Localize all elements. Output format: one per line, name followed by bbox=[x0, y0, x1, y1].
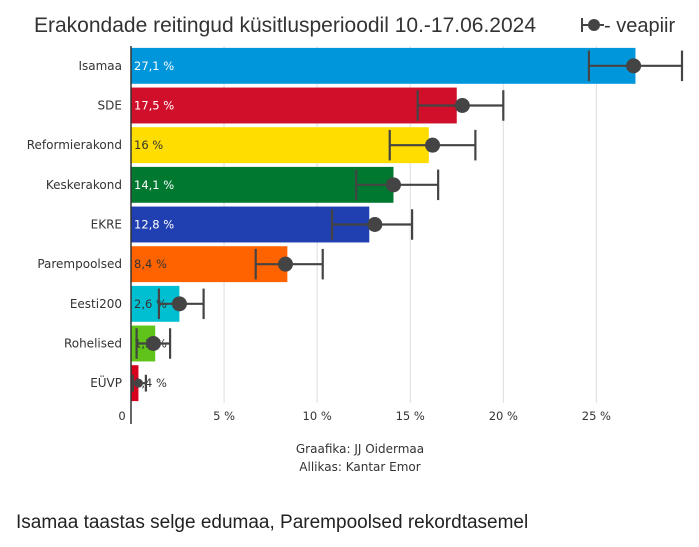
category-label: Reformierakond bbox=[27, 138, 122, 152]
legend-dot-icon bbox=[588, 19, 600, 31]
plot-area: Isamaa SDE Reformierakond Keskerakond EKRE Pa… bbox=[27, 46, 684, 424]
estimate-point bbox=[145, 336, 161, 351]
value-label: 14,1 % bbox=[134, 178, 174, 192]
bar bbox=[131, 87, 457, 124]
category-label: EKRE bbox=[91, 218, 122, 232]
estimate-point bbox=[171, 296, 187, 312]
chart-title: Erakondade reitingud küsitlusperioodil 1… bbox=[34, 14, 536, 37]
bar bbox=[131, 127, 429, 164]
value-label: 12,8 % bbox=[134, 218, 174, 232]
estimate-point bbox=[385, 177, 401, 193]
bar bbox=[131, 166, 394, 203]
category-label: Parempoolsed bbox=[37, 257, 122, 271]
x-tick-label: 20 % bbox=[489, 409, 518, 423]
estimate-point bbox=[278, 256, 294, 272]
bar bbox=[131, 47, 636, 84]
legend-label: - veapiir bbox=[604, 15, 675, 37]
bar bbox=[131, 206, 370, 243]
value-label: 17,5 % bbox=[134, 99, 174, 113]
estimate-point bbox=[367, 217, 383, 232]
value-label: 27,1 % bbox=[134, 59, 174, 73]
category-label: Rohelised bbox=[64, 337, 122, 351]
category-label: Keskerakond bbox=[46, 178, 122, 192]
estimate-point bbox=[133, 378, 143, 388]
category-label: EÜVP bbox=[90, 374, 122, 390]
value-label: 16 % bbox=[134, 138, 163, 152]
estimate-point bbox=[626, 58, 642, 74]
credit-graphics: Graafika: JJ Oidermaa bbox=[296, 442, 424, 456]
value-label: 8,4 % bbox=[134, 257, 167, 271]
x-tick-label: 0 bbox=[118, 409, 125, 423]
estimate-point bbox=[454, 98, 470, 113]
category-label: Eesti200 bbox=[70, 297, 122, 311]
category-label: SDE bbox=[98, 99, 122, 113]
estimate-point bbox=[425, 137, 441, 153]
legend: - veapiir bbox=[581, 15, 675, 37]
caption: Isamaa taastas selge edumaa, Parempoolse… bbox=[16, 512, 529, 533]
x-tick-label: 25 % bbox=[582, 409, 611, 423]
x-tick-label: 10 % bbox=[303, 409, 332, 423]
category-label: Isamaa bbox=[78, 59, 122, 73]
credit-source: Allikas: Kantar Emor bbox=[299, 460, 420, 474]
x-tick-label: 5 % bbox=[213, 409, 235, 423]
x-tick-label: 15 % bbox=[396, 409, 425, 423]
value-label: 0,4 % bbox=[134, 376, 167, 390]
